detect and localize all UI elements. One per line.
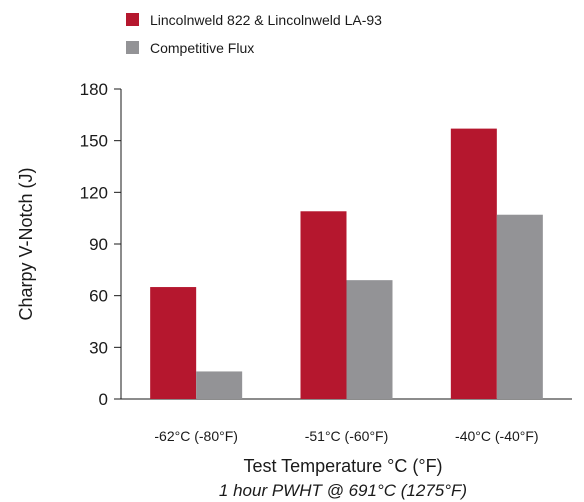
legend-swatch-series-2 (126, 41, 139, 54)
legend-swatch-series-1 (126, 13, 139, 26)
x-category-label: -40°C (-40°F) (455, 428, 539, 444)
x-axis-title: Test Temperature °C (°F) (243, 456, 442, 476)
legend-label-series-1: Lincolnweld 822 & Lincolnweld LA-93 (150, 12, 382, 28)
x-labels: -62°C (-80°F) -51°C (-60°F) -40°C (-40°F) (154, 428, 538, 444)
bar-series-1-cat-3 (450, 128, 497, 399)
y-tick-label: 120 (80, 183, 108, 202)
y-tick-label: 150 (80, 132, 108, 151)
y-ticks: 0 30 60 90 120 150 180 (80, 80, 121, 409)
y-tick-label: 0 (99, 390, 108, 409)
x-category-label: -51°C (-60°F) (305, 428, 389, 444)
bar-series-2-cat-2 (346, 280, 393, 399)
chart-subtitle: 1 hour PWHT @ 691°C (1275°F) (219, 481, 467, 500)
y-axis-title: Charpy V-Notch (J) (16, 167, 36, 320)
bar-series-1-cat-2 (300, 211, 347, 399)
y-tick-label: 180 (80, 80, 108, 99)
legend-label-series-2: Competitive Flux (150, 40, 254, 56)
bar-series-2-cat-1 (196, 371, 243, 399)
bars (150, 128, 543, 399)
bar-series-2-cat-3 (496, 214, 543, 399)
y-tick-label: 60 (89, 287, 108, 306)
x-category-label: -62°C (-80°F) (154, 428, 238, 444)
y-tick-label: 90 (89, 235, 108, 254)
y-tick-label: 30 (89, 338, 108, 357)
legend: Lincolnweld 822 & Lincolnweld LA-93 Comp… (126, 12, 382, 56)
bar-series-1-cat-1 (150, 287, 197, 399)
